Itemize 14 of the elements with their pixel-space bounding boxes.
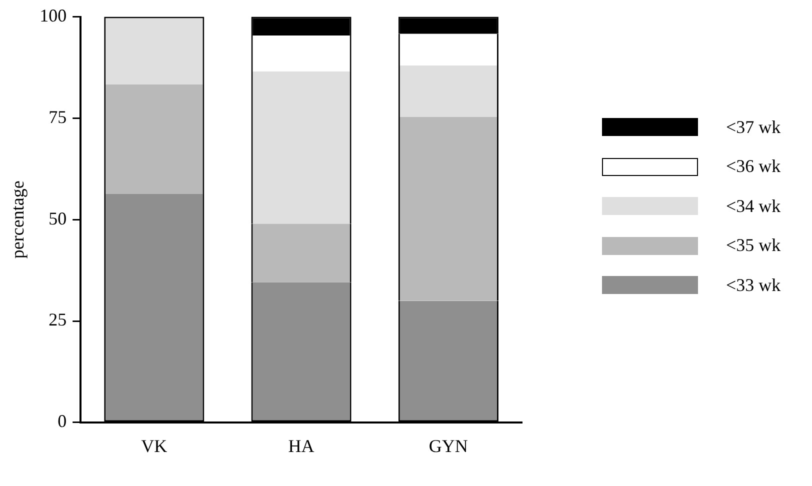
y-tick-label: 25 <box>48 310 67 330</box>
y-tick-label: 0 <box>58 411 67 432</box>
text: <36 wk <box>726 156 781 177</box>
y-tick-label: 50 <box>48 208 67 228</box>
x-tick-label: GYN <box>428 436 468 456</box>
text: <34 wk <box>726 196 781 216</box>
y-tick-label: 75 <box>48 106 67 127</box>
text: <33 wk <box>726 274 781 296</box>
x-tick-label: HA <box>288 436 314 456</box>
y-tick-label: 100 <box>40 6 67 26</box>
text: <35 wk <box>726 235 781 256</box>
x-tick-label: VK <box>141 436 168 456</box>
y-axis-title: percentage <box>8 180 28 259</box>
text: <37 wk <box>726 116 781 138</box>
